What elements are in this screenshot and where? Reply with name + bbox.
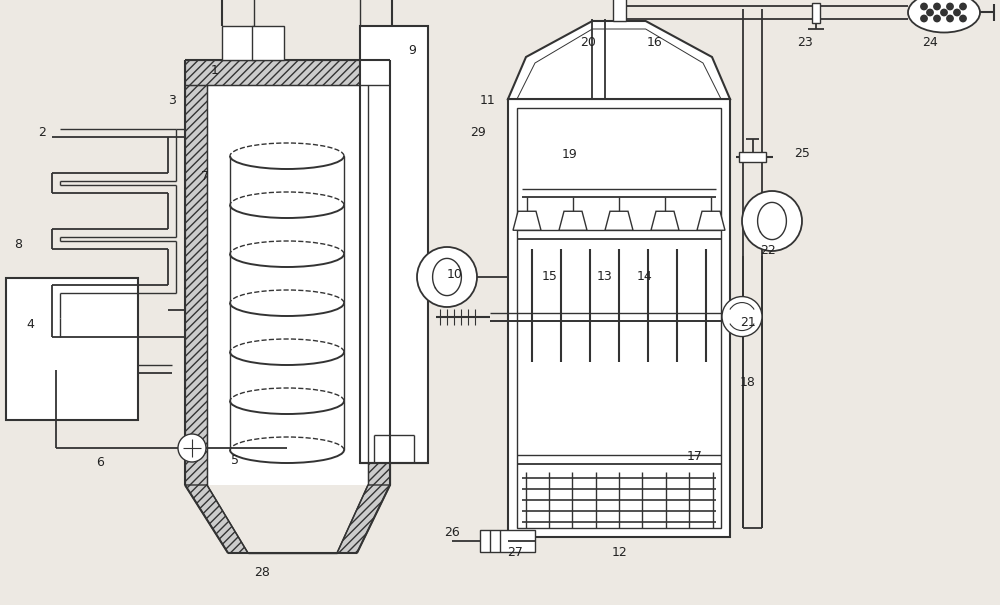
Bar	[207, 85, 368, 485]
Text: 1: 1	[211, 64, 219, 76]
Text: 9: 9	[408, 44, 416, 56]
Bar	[360, 26, 428, 463]
Bar	[508, 99, 730, 537]
Bar	[812, 3, 820, 23]
Circle shape	[947, 3, 953, 10]
Bar	[368, 85, 390, 485]
Bar	[517, 108, 721, 528]
Polygon shape	[559, 211, 587, 231]
Circle shape	[927, 9, 933, 16]
Polygon shape	[337, 485, 390, 553]
Bar	[185, 60, 390, 85]
Bar	[185, 85, 207, 485]
Circle shape	[960, 3, 966, 10]
Bar	[252, 26, 284, 60]
Text: 18: 18	[740, 376, 756, 390]
Circle shape	[742, 191, 802, 251]
Polygon shape	[185, 485, 248, 553]
Text: 5: 5	[231, 454, 239, 466]
Circle shape	[722, 296, 762, 336]
Text: 4: 4	[26, 318, 34, 332]
Text: 2: 2	[38, 126, 46, 140]
Polygon shape	[651, 211, 679, 231]
Text: 10: 10	[447, 269, 463, 281]
Text: 15: 15	[542, 270, 558, 284]
Polygon shape	[508, 21, 730, 99]
Ellipse shape	[908, 0, 980, 33]
Circle shape	[941, 9, 947, 16]
Text: 13: 13	[597, 270, 613, 284]
Text: 22: 22	[760, 243, 776, 257]
Bar	[739, 152, 766, 162]
Circle shape	[960, 15, 966, 22]
Circle shape	[921, 15, 927, 22]
Polygon shape	[697, 211, 725, 231]
Text: 21: 21	[740, 316, 756, 330]
Text: 26: 26	[444, 526, 460, 540]
Bar	[480, 530, 535, 552]
Text: 3: 3	[168, 94, 176, 106]
Text: 6: 6	[96, 457, 104, 469]
Text: 19: 19	[562, 148, 578, 162]
Circle shape	[178, 434, 206, 462]
Text: 14: 14	[637, 270, 653, 284]
Text: 27: 27	[507, 546, 523, 560]
Text: 16: 16	[647, 36, 663, 50]
Circle shape	[934, 15, 940, 22]
Bar	[6, 278, 138, 420]
Polygon shape	[513, 211, 541, 231]
Text: 12: 12	[612, 546, 628, 560]
Text: 25: 25	[794, 146, 810, 160]
Polygon shape	[605, 211, 633, 231]
Bar	[222, 26, 254, 60]
Circle shape	[954, 9, 960, 16]
Text: 29: 29	[470, 126, 486, 140]
Bar	[612, 0, 626, 21]
Text: 24: 24	[922, 36, 938, 50]
Circle shape	[947, 15, 953, 22]
Text: 17: 17	[687, 451, 703, 463]
Circle shape	[417, 247, 477, 307]
Circle shape	[934, 3, 940, 10]
Text: 7: 7	[201, 171, 209, 183]
Text: 8: 8	[14, 238, 22, 252]
Circle shape	[921, 3, 927, 10]
Text: 23: 23	[797, 36, 813, 50]
Text: 28: 28	[254, 566, 270, 580]
Text: 11: 11	[480, 94, 496, 106]
Text: 20: 20	[580, 36, 596, 50]
